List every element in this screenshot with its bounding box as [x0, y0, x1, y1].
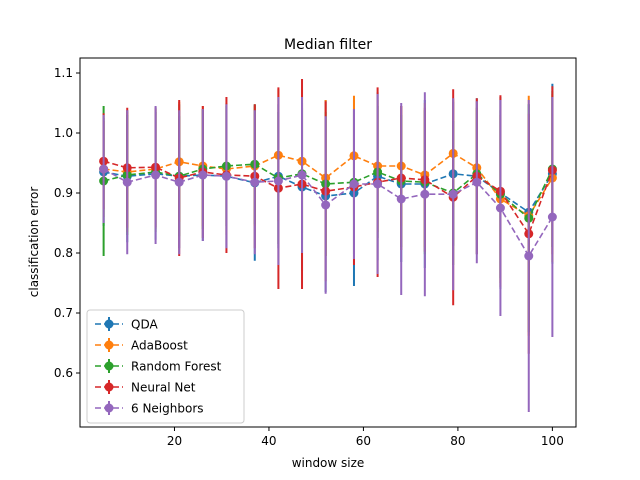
data-point — [273, 176, 283, 186]
data-point — [250, 177, 260, 187]
x-tick-label: 100 — [541, 434, 564, 448]
x-tick-label: 80 — [450, 434, 465, 448]
x-tick-label: 60 — [356, 434, 371, 448]
data-point — [198, 170, 208, 180]
y-tick-label: 1.0 — [54, 126, 73, 140]
plot-area — [99, 79, 557, 412]
data-point — [349, 179, 359, 189]
x-tick-label: 40 — [261, 434, 276, 448]
data-point — [321, 200, 331, 210]
data-point — [174, 177, 184, 187]
legend-label: Neural Net — [131, 381, 196, 395]
series-6-neighbors — [99, 92, 557, 412]
series-adaboost — [99, 89, 557, 336]
legend: QDA AdaBoost Random Forest Neural Net 6 Neig… — [86, 309, 245, 424]
data-point — [373, 179, 383, 189]
data-point — [151, 170, 161, 180]
legend-label: AdaBoost — [131, 339, 188, 353]
y-tick-label: 0.8 — [54, 246, 73, 260]
legend-marker — [104, 403, 114, 413]
legend-marker — [104, 382, 114, 392]
series-random-forest — [99, 91, 557, 333]
data-point — [396, 194, 406, 204]
legend-box — [86, 309, 245, 424]
data-point — [547, 212, 557, 222]
legend-marker — [104, 361, 114, 371]
data-point — [448, 189, 458, 199]
data-point — [221, 171, 231, 181]
data-point — [122, 177, 132, 187]
chart-title: Median filter — [284, 37, 372, 53]
legend-item: 6 Neighbors — [95, 401, 204, 416]
y-tick-label: 0.7 — [54, 306, 73, 320]
data-point — [472, 177, 482, 187]
legend-marker — [104, 319, 114, 329]
data-point — [297, 170, 307, 180]
legend-marker — [104, 340, 114, 350]
legend-label: 6 Neighbors — [131, 402, 204, 416]
legend-label: QDA — [131, 318, 158, 332]
data-point — [495, 203, 505, 213]
x-tick-label: 20 — [167, 434, 182, 448]
x-axis: 20 40 60 80 100 — [167, 427, 564, 448]
legend-item: QDA — [95, 317, 158, 332]
data-point — [524, 251, 534, 261]
legend-label: Random Forest — [131, 360, 222, 374]
y-axis: 0.6 0.7 0.8 0.9 1.0 1.1 — [54, 66, 80, 380]
legend-item: Random Forest — [95, 359, 222, 374]
data-point — [99, 164, 109, 174]
legend-item: Neural Net — [95, 380, 196, 395]
x-axis-label: window size — [292, 456, 365, 470]
y-tick-label: 0.9 — [54, 186, 73, 200]
legend-item: AdaBoost — [95, 338, 188, 353]
y-axis-label: classification error — [27, 187, 41, 298]
axes-frame — [79, 57, 577, 428]
y-tick-label: 0.6 — [54, 366, 73, 380]
data-point — [420, 189, 430, 199]
y-tick-label: 1.1 — [54, 66, 73, 80]
